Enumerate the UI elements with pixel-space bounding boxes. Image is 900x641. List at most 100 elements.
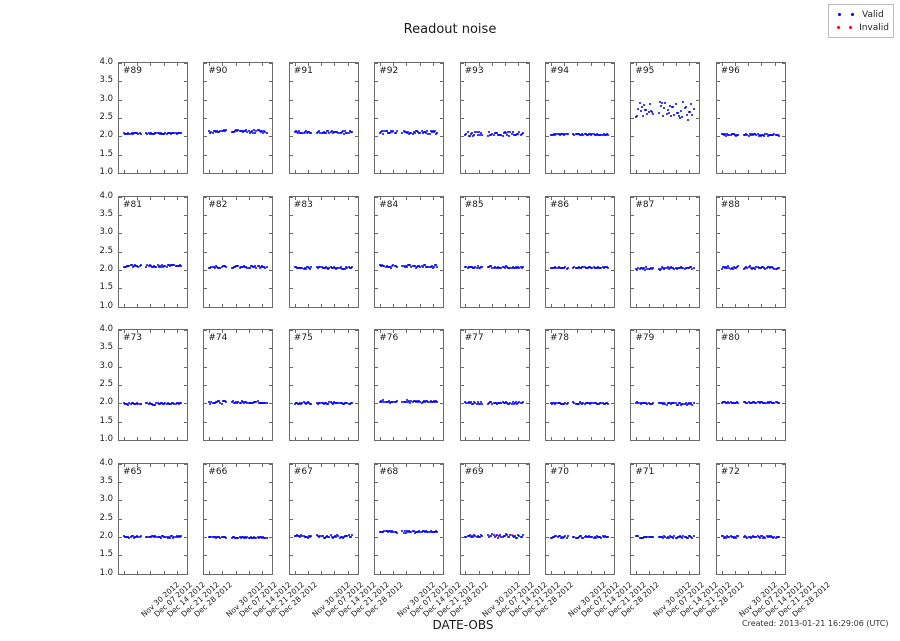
y-tick (461, 440, 464, 441)
data-point-valid (728, 535, 731, 538)
data-point-valid (124, 265, 127, 268)
y-tick (289, 463, 293, 465)
data-point-valid (558, 267, 561, 270)
x-tick (518, 196, 520, 200)
data-point-valid (476, 133, 479, 136)
x-tick (721, 63, 723, 66)
x-tick (590, 437, 592, 440)
data-point-valid (550, 133, 553, 136)
data-point-valid (401, 529, 404, 532)
data-point-valid (774, 536, 777, 539)
x-tick (748, 437, 750, 440)
data-point-valid (671, 266, 674, 269)
y-tick (204, 63, 208, 64)
data-point-valid (744, 535, 747, 538)
data-point-valid (480, 132, 483, 135)
data-point-valid (493, 402, 496, 405)
data-point-valid (295, 131, 298, 134)
data-point-valid (139, 403, 142, 406)
y-tick-label: 3.5 (99, 475, 113, 486)
data-point-valid (761, 266, 764, 269)
data-point-valid (128, 536, 131, 539)
y-tick (375, 269, 379, 271)
x-tick (406, 63, 408, 66)
data-point-valid (722, 265, 725, 268)
data-point-valid (777, 267, 780, 270)
data-point-valid (431, 130, 434, 133)
data-point-valid (137, 132, 140, 135)
data-point-valid (684, 105, 687, 108)
y-tick (289, 288, 293, 290)
x-tick (734, 303, 736, 307)
x-tick (748, 303, 750, 307)
data-point-valid (489, 134, 492, 137)
x-tick (123, 170, 125, 173)
y-tick (525, 196, 529, 198)
data-point-valid (658, 401, 661, 404)
panel-label: #89 (123, 66, 142, 76)
x-tick (689, 437, 691, 440)
data-point-valid (331, 402, 334, 405)
data-point-valid (434, 400, 437, 403)
y-tick (716, 136, 720, 138)
data-point-valid (752, 400, 755, 403)
data-point-valid (335, 131, 338, 134)
y-tick (204, 154, 208, 156)
data-point-valid (249, 265, 252, 268)
data-point-valid (736, 133, 739, 136)
x-tick (550, 437, 552, 440)
data-point-valid (238, 266, 241, 269)
data-point-valid (259, 266, 262, 269)
y-tick (546, 518, 549, 520)
y-tick (355, 440, 358, 441)
data-point-valid (338, 536, 341, 539)
data-point-valid (340, 267, 343, 270)
x-tick (163, 437, 165, 440)
y-tick (696, 81, 700, 83)
data-point-valid (643, 103, 646, 106)
subplot-panel: #89 (118, 62, 188, 174)
data-point-valid (748, 133, 751, 136)
y-tick (546, 99, 549, 101)
x-tick (235, 463, 237, 467)
data-point-valid (475, 267, 478, 270)
data-point-valid (481, 265, 484, 268)
data-point-valid (322, 536, 325, 539)
data-point-valid (249, 401, 252, 404)
y-tick (204, 251, 208, 253)
data-point-valid (336, 401, 339, 404)
data-point-valid (417, 531, 420, 534)
data-point-valid (135, 131, 138, 134)
y-tick (696, 574, 699, 575)
data-point-valid (777, 134, 780, 137)
data-point-valid (502, 131, 505, 134)
data-point-valid (511, 535, 514, 538)
data-point-valid (737, 133, 740, 136)
y-tick-label: 3.0 (99, 360, 113, 371)
data-point-valid (436, 530, 439, 533)
data-point-valid (170, 402, 173, 405)
data-point-valid (341, 130, 344, 133)
data-point-valid (595, 534, 598, 537)
data-point-valid (757, 400, 760, 403)
data-point-valid (319, 266, 322, 269)
y-tick (781, 214, 785, 216)
x-tick (734, 196, 736, 200)
data-point-valid (262, 265, 265, 268)
y-tick (204, 136, 208, 138)
data-point-valid (298, 534, 301, 537)
data-point-valid (349, 266, 352, 269)
data-point-valid (298, 130, 301, 133)
x-tick (774, 303, 776, 307)
data-point-valid (214, 537, 217, 540)
data-point-valid (232, 535, 235, 538)
subplot-panel: #90 (203, 62, 274, 174)
data-point-valid (600, 266, 603, 269)
data-point-valid (688, 110, 691, 113)
y-tick (546, 307, 549, 308)
data-point-valid (557, 401, 560, 404)
x-tick (321, 463, 323, 467)
y-tick (631, 555, 635, 557)
data-point-valid (598, 266, 601, 269)
data-point-valid (402, 265, 405, 268)
